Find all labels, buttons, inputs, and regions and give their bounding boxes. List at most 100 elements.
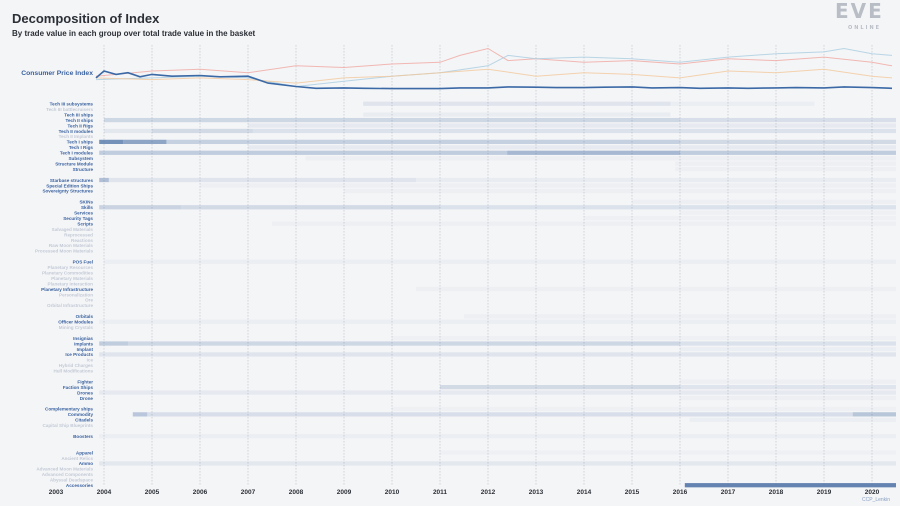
heat-band-5-2 xyxy=(252,128,897,134)
year-axis: 2003 2004 2005 2006 2007 2008 2009 2010 2011 2012… xyxy=(49,489,880,496)
heat-band-53-0 xyxy=(99,390,896,395)
heat-band-20-0 xyxy=(680,211,896,215)
cpi-label: Consumer Price Index xyxy=(21,70,93,77)
year-label-2008: 2008 xyxy=(289,489,304,496)
heat-band-9-0 xyxy=(99,150,508,155)
heat-band-51-0 xyxy=(680,379,896,384)
category-label-4: Tech II Rigs xyxy=(68,123,94,128)
heat-band-5-1 xyxy=(152,128,253,134)
heat-band-11-0 xyxy=(675,161,896,166)
category-label-11: Structure Module xyxy=(55,161,93,166)
category-label-41: Mining Crystals xyxy=(59,325,94,330)
category-label-67: Advanced Moon Materials xyxy=(36,467,93,472)
category-label-61: Boosters xyxy=(73,434,93,439)
heat-band-44-2 xyxy=(680,341,896,346)
category-label-68: Advanced Components xyxy=(42,472,94,477)
category-label-21: Security Tags xyxy=(63,216,93,221)
category-label-39: Orbitals xyxy=(76,314,94,319)
heat-band-54-0 xyxy=(680,395,896,401)
year-label-2014: 2014 xyxy=(577,489,592,496)
heat-band-0-0 xyxy=(363,101,671,106)
year-label-2006: 2006 xyxy=(193,489,208,496)
category-label-54: Drone xyxy=(80,396,94,401)
heat-band-19-1 xyxy=(180,205,441,210)
category-label-23: Salvaged Materials xyxy=(52,227,94,232)
category-label-66: Ammo xyxy=(79,461,93,466)
category-label-22: Scripts xyxy=(77,221,93,226)
chart-subtitle: By trade value in each group over total … xyxy=(12,29,256,38)
category-label-20: Services xyxy=(74,211,93,216)
heat-band-14-2 xyxy=(416,177,896,183)
heat-band-57-0 xyxy=(132,412,148,417)
category-label-58: Citadels xyxy=(75,418,93,423)
category-label-0: Tech III subsystems xyxy=(50,102,94,107)
eve-logo-sub: ONLINE xyxy=(848,25,881,31)
heat-band-57-2 xyxy=(852,412,896,417)
year-label-2020: 2020 xyxy=(865,489,880,496)
cpi-line xyxy=(95,70,893,90)
category-label-43: Insignias xyxy=(73,336,93,341)
category-label-7: Tech I ships xyxy=(67,140,94,145)
background-line-red xyxy=(95,47,893,77)
category-label-1: Tech III battlecruisers xyxy=(46,107,93,112)
eve-logo: EVE ONLINE xyxy=(835,0,882,31)
category-label-36: Ore xyxy=(85,298,93,303)
category-label-35: Personalization xyxy=(59,292,93,297)
year-label-2003: 2003 xyxy=(49,489,64,496)
category-label-65: Ancient Relics xyxy=(61,456,93,461)
year-label-2017: 2017 xyxy=(721,489,736,496)
background-line-blue xyxy=(95,47,893,88)
category-label-5: Tech II modules xyxy=(59,129,94,134)
category-label-34: Planetary Infrastructure xyxy=(41,287,93,292)
heat-band-19-2 xyxy=(440,205,896,210)
heat-band-7-2 xyxy=(166,139,680,144)
heat-band-52-0 xyxy=(440,385,680,390)
category-label-47: Ice xyxy=(87,358,94,363)
year-label-2015: 2015 xyxy=(625,489,640,496)
heat-band-57-1 xyxy=(147,412,896,417)
category-label-57: Commodity xyxy=(68,412,94,417)
heat-band-16-0 xyxy=(344,188,896,194)
heat-band-29-0 xyxy=(104,259,896,264)
year-label-2018: 2018 xyxy=(769,489,784,496)
category-label-25: Reactions xyxy=(71,238,93,243)
heatmap-bands xyxy=(99,101,897,488)
heat-band-7-1 xyxy=(123,139,167,144)
heat-band-4-0 xyxy=(248,123,896,128)
heat-band-15-0 xyxy=(200,183,896,188)
category-label-30: Planetary Resources xyxy=(48,265,94,270)
heat-band-58-0 xyxy=(689,417,896,422)
heat-band-14-0 xyxy=(99,177,109,183)
heat-band-56-0 xyxy=(392,407,896,411)
category-label-6: Tech II Implants xyxy=(59,134,94,139)
year-label-2009: 2009 xyxy=(337,489,352,496)
category-label-14: Starbase structures xyxy=(50,178,94,183)
category-label-37: Orbital Infrastructure xyxy=(47,303,93,308)
category-label-16: Sovereignty Structures xyxy=(42,189,93,194)
year-label-2005: 2005 xyxy=(145,489,160,496)
category-label-49: Hull Modifications xyxy=(53,369,93,374)
heat-band-7-3 xyxy=(680,139,896,144)
heat-band-22-0 xyxy=(272,221,896,226)
cpi-line-group: Consumer Price Index xyxy=(21,70,893,90)
year-label-2019: 2019 xyxy=(817,489,832,496)
heat-band-39-0 xyxy=(464,314,896,319)
heat-band-43-0 xyxy=(392,336,896,340)
category-label-9: Tech I modules xyxy=(60,151,94,156)
heat-band-3-1 xyxy=(680,117,896,123)
heat-band-21-0 xyxy=(584,216,896,220)
category-label-18: SKINs xyxy=(79,200,93,205)
background-lines xyxy=(95,47,893,88)
background-line-orange xyxy=(95,68,893,84)
heat-band-19-0 xyxy=(99,205,181,210)
year-label-2007: 2007 xyxy=(241,489,256,496)
heat-band-34-0 xyxy=(416,286,896,292)
category-label-45: Implant xyxy=(77,347,94,352)
heat-band-44-0 xyxy=(99,341,128,346)
category-label-32: Planetary Materials xyxy=(51,276,93,281)
heat-band-5-0 xyxy=(104,128,152,134)
category-label-8: Tech I Rigs xyxy=(69,145,94,150)
category-label-52: Faction Ships xyxy=(63,385,94,390)
category-label-48: Hybrid Charges xyxy=(59,363,94,368)
